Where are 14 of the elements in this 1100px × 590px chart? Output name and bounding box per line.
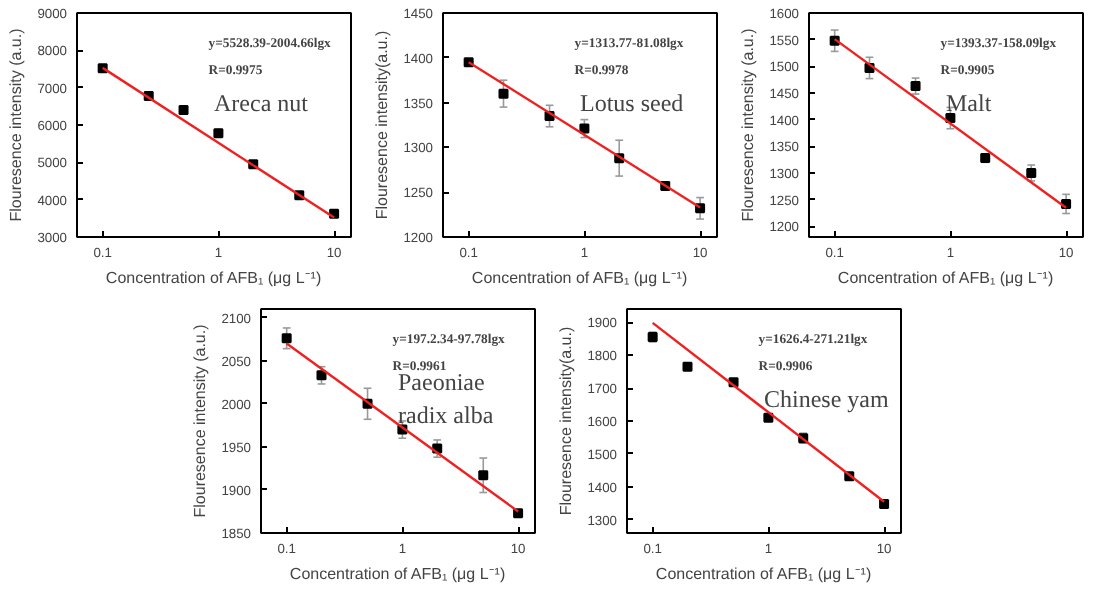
x-axis-title: Concentration of AFB₁ (μg L⁻¹) bbox=[289, 565, 506, 583]
y-axis-title: Flouresence intensity(a.u.) bbox=[557, 326, 576, 516]
y-axis-title: Flouresence intensity (a.u.) bbox=[739, 27, 758, 222]
annotation: Chinese yam bbox=[764, 384, 890, 413]
y-axis-title: Flouresence intensity (a.u.) bbox=[7, 27, 26, 222]
annotation: Areca nut bbox=[214, 88, 310, 117]
y-axis-title: Flouresence intensity (a.u.) bbox=[191, 323, 210, 518]
x-axis-title: Concentration of AFB₁ (μg L⁻¹) bbox=[655, 565, 872, 583]
x-axis-title: Concentration of AFB₁ (μg L⁻¹) bbox=[471, 269, 688, 287]
y-axis-title: Flouresence intensity(a.u.) bbox=[373, 30, 392, 220]
annotation: Malt bbox=[946, 88, 993, 117]
x-axis-title: Concentration of AFB₁ (μg L⁻¹) bbox=[105, 269, 322, 287]
annotation: Lotus seed bbox=[580, 88, 684, 117]
x-axis-title: Concentration of AFB₁ (μg L⁻¹) bbox=[837, 269, 1054, 287]
